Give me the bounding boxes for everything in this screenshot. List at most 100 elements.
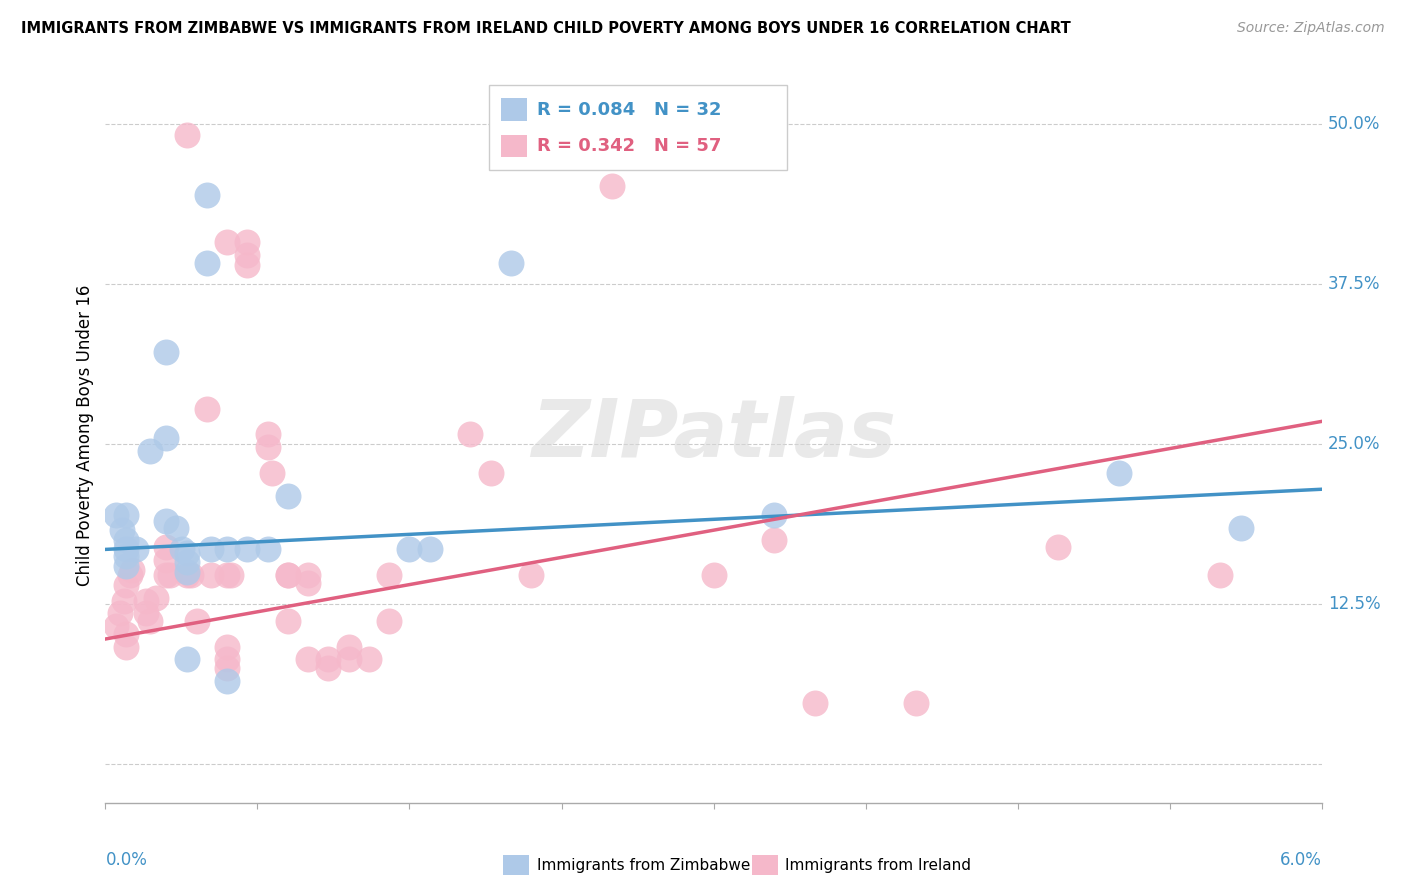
- Text: Source: ZipAtlas.com: Source: ZipAtlas.com: [1237, 21, 1385, 35]
- Point: [419, 542, 441, 557]
- Point: [763, 508, 786, 522]
- Point: [186, 614, 208, 628]
- Point: [236, 248, 259, 262]
- Point: [357, 652, 380, 666]
- Point: [195, 187, 218, 202]
- Point: [195, 401, 218, 416]
- Point: [125, 542, 148, 557]
- Point: [176, 566, 198, 580]
- Point: [114, 627, 136, 641]
- Point: [217, 542, 239, 557]
- Point: [155, 552, 177, 566]
- Point: [121, 563, 143, 577]
- Point: [763, 533, 786, 548]
- Point: [217, 640, 239, 654]
- Point: [114, 542, 136, 557]
- Point: [176, 555, 198, 569]
- Text: 50.0%: 50.0%: [1327, 115, 1381, 134]
- Point: [111, 523, 134, 537]
- Point: [114, 508, 136, 522]
- Point: [139, 443, 162, 458]
- Point: [702, 568, 725, 582]
- Point: [337, 652, 360, 666]
- Text: 12.5%: 12.5%: [1327, 596, 1381, 614]
- Point: [195, 256, 218, 270]
- Point: [297, 568, 319, 582]
- Text: IMMIGRANTS FROM ZIMBABWE VS IMMIGRANTS FROM IRELAND CHILD POVERTY AMONG BOYS UND: IMMIGRANTS FROM ZIMBABWE VS IMMIGRANTS F…: [21, 21, 1071, 36]
- Point: [277, 614, 299, 628]
- Point: [277, 489, 299, 503]
- Text: 37.5%: 37.5%: [1327, 276, 1381, 293]
- Point: [217, 661, 239, 675]
- Point: [398, 542, 420, 557]
- Point: [176, 128, 198, 142]
- Point: [499, 256, 522, 270]
- Point: [277, 568, 299, 582]
- Point: [176, 652, 198, 666]
- Point: [155, 345, 177, 359]
- Point: [217, 674, 239, 689]
- Point: [172, 542, 194, 557]
- Point: [1047, 540, 1070, 554]
- Text: ZIPatlas: ZIPatlas: [531, 396, 896, 474]
- Point: [277, 568, 299, 582]
- Point: [260, 466, 283, 480]
- Point: [112, 593, 135, 607]
- Point: [114, 640, 136, 654]
- Text: 6.0%: 6.0%: [1279, 851, 1322, 869]
- Point: [458, 427, 481, 442]
- Point: [200, 568, 222, 582]
- Point: [165, 521, 187, 535]
- Point: [600, 178, 623, 193]
- Point: [155, 431, 177, 445]
- Point: [159, 568, 181, 582]
- Point: [378, 568, 401, 582]
- Text: 25.0%: 25.0%: [1327, 435, 1381, 453]
- Point: [256, 542, 278, 557]
- Point: [104, 508, 127, 522]
- Point: [176, 568, 198, 582]
- Point: [219, 568, 242, 582]
- Point: [804, 696, 827, 710]
- Point: [135, 593, 157, 607]
- Text: 0.0%: 0.0%: [105, 851, 148, 869]
- Text: Immigrants from Zimbabwe: Immigrants from Zimbabwe: [537, 858, 751, 872]
- Text: R = 0.084   N = 32: R = 0.084 N = 32: [537, 101, 721, 119]
- Point: [180, 568, 202, 582]
- Point: [479, 466, 502, 480]
- Point: [104, 619, 127, 633]
- Point: [297, 575, 319, 590]
- Point: [114, 533, 136, 548]
- Point: [297, 652, 319, 666]
- Point: [114, 559, 136, 574]
- Text: Immigrants from Ireland: Immigrants from Ireland: [785, 858, 970, 872]
- Point: [217, 235, 239, 250]
- Point: [155, 568, 177, 582]
- Point: [905, 696, 928, 710]
- Point: [114, 549, 136, 563]
- Point: [145, 591, 167, 605]
- Bar: [501, 98, 527, 120]
- Point: [176, 546, 198, 560]
- Bar: [501, 135, 527, 157]
- Point: [155, 514, 177, 528]
- Y-axis label: Child Poverty Among Boys Under 16: Child Poverty Among Boys Under 16: [76, 285, 94, 585]
- Point: [1209, 568, 1232, 582]
- Point: [1229, 521, 1251, 535]
- Point: [155, 540, 177, 554]
- Point: [217, 652, 239, 666]
- Point: [337, 640, 360, 654]
- FancyBboxPatch shape: [488, 86, 786, 170]
- Point: [256, 440, 278, 454]
- Point: [256, 427, 278, 442]
- Point: [139, 614, 162, 628]
- Point: [108, 607, 131, 621]
- Point: [118, 568, 141, 582]
- Point: [236, 235, 259, 250]
- Point: [318, 661, 340, 675]
- Text: R = 0.342   N = 57: R = 0.342 N = 57: [537, 137, 721, 155]
- Point: [200, 542, 222, 557]
- Point: [378, 614, 401, 628]
- Point: [236, 542, 259, 557]
- Point: [318, 652, 340, 666]
